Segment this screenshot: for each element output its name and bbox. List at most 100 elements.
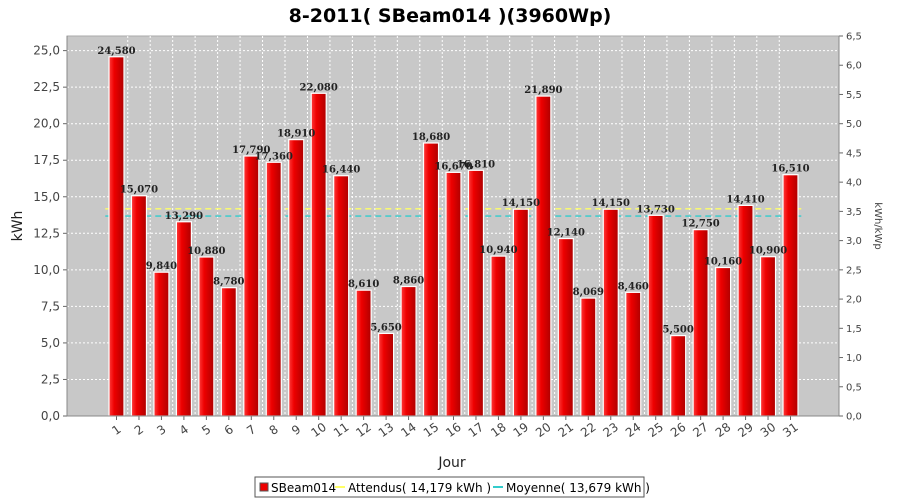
bar [670,335,687,417]
y2-tick-label: 1,0 [846,353,862,364]
x-tick-label: 13 [376,420,397,440]
x-tick-label: 19 [511,420,532,440]
bar [288,139,305,417]
x-tick-label: 14 [398,420,419,440]
bar-value-label: 8,780 [213,277,244,288]
x-tick-label: 1 [109,422,123,438]
x-tick-label: 21 [556,420,577,440]
x-axis: 1 2 3 4 5 6 7 8 9 10 11 12 13 14 15 16 17 18 19 20 21 22 23 24 2… [67,415,839,440]
bar-value-label: 24,580 [97,46,135,57]
bar-value-label: 5,650 [370,322,401,333]
bar [400,285,417,417]
bar [243,155,260,417]
bar-value-label: 12,750 [681,219,719,230]
legend-item-attendus: Attendus( 14,179 kWh ) [348,481,491,495]
x-tick-label: 23 [600,420,621,440]
bar [512,208,530,417]
bar-value-label: 14,150 [502,198,540,209]
y-tick-label: 7,5 [41,299,60,313]
bar-value-label: 8,860 [393,276,424,287]
bar-value-label: 10,900 [749,246,787,257]
x-tick-label: 3 [154,422,168,438]
y2-tick-label: 5,5 [846,90,862,101]
value-labels: 24,580 15,070 9,840 13,290 10,880 8,780 17,790… [97,46,809,336]
bar [759,256,777,417]
bar [198,256,215,417]
bar-value-label: 18,910 [277,129,315,140]
x-tick-label: 17 [466,420,487,440]
y2-axis-label: kWh/kWp [872,202,883,249]
legend-item-moyenne: Moyenne( 13,679 kWh ) [506,481,650,495]
bar [378,332,395,417]
y-tick-label: 12,5 [33,226,60,240]
y2-tick-label: 2,5 [846,265,862,276]
bar [355,289,372,417]
y-tick-label: 2,5 [41,372,60,386]
bar-value-label: 13,290 [165,211,203,222]
y-tick-label: 25,0 [33,44,60,58]
bar-value-label: 5,500 [663,325,694,336]
bar [422,142,440,417]
x-tick-label: 16 [443,420,464,440]
y2-tick-label: 6,5 [846,32,862,43]
x-tick-label: 24 [623,420,644,440]
bar-value-label: 14,150 [592,198,630,209]
x-tick-label: 22 [578,420,599,440]
bar [737,204,754,417]
y-tick-label: 15,0 [33,190,60,204]
y2-tick-label: 4,5 [846,148,862,159]
y2-tick-label: 4,0 [846,178,862,189]
bar [130,195,148,417]
x-tick-label: 31 [780,420,801,440]
y2-tick-label: 0,5 [846,382,862,393]
y2-tick-label: 3,0 [846,236,862,247]
grid [67,36,839,416]
bar-value-label: 10,880 [187,246,225,257]
bar [782,174,799,417]
x-tick-label: 6 [222,422,236,438]
y2-tick-label: 2,0 [846,295,862,306]
bar-value-label: 8,610 [348,279,379,290]
y2-tick-label: 1,5 [846,324,862,335]
bar-value-label: 22,080 [300,82,338,93]
y-axis-label: kWh [10,211,26,242]
bar [153,271,170,417]
bars [108,56,799,417]
bar-value-label: 8,460 [618,281,649,292]
y2-tick-label: 5,0 [846,119,862,130]
bar [625,291,642,417]
x-tick-label: 29 [735,420,756,440]
x-tick-label: 7 [244,422,258,438]
y2-tick-label: 3,5 [846,207,862,218]
y-axis-left: 0,0 2,5 5,0 7,5 10,0 12,5 15,0 17,5 20,0 22,5 25,0 [33,36,68,423]
bar-value-label: 9,840 [146,261,177,272]
bar [535,95,552,417]
bar-value-label: 15,070 [120,185,158,196]
x-tick-label: 15 [421,420,442,440]
bar-value-label: 16,670 [434,161,472,172]
bar [580,297,597,417]
x-tick-label: 18 [488,420,509,440]
x-tick-label: 12 [353,420,374,440]
bar-value-label: 16,510 [771,164,809,175]
bar [333,175,350,417]
bar-value-label: 17,360 [255,151,293,162]
x-tick-label: 4 [177,422,191,438]
y-tick-label: 17,5 [33,153,60,167]
bar [647,214,664,417]
y-tick-label: 22,5 [33,80,60,94]
bar [490,255,507,417]
y-tick-label: 20,0 [33,117,60,131]
bar-value-label: 12,140 [547,228,585,239]
bar-value-label: 16,440 [322,165,360,176]
bar [467,169,485,417]
x-tick-label: 20 [533,420,554,440]
bar [265,161,282,417]
y-tick-label: 0,0 [41,409,60,423]
bar [602,208,619,417]
bar [714,266,732,417]
reference-lines [105,208,802,217]
legend-item-sbeam014: SBeam014 [271,481,336,495]
x-tick-label: 26 [668,420,689,440]
x-tick-label: 28 [713,420,734,440]
